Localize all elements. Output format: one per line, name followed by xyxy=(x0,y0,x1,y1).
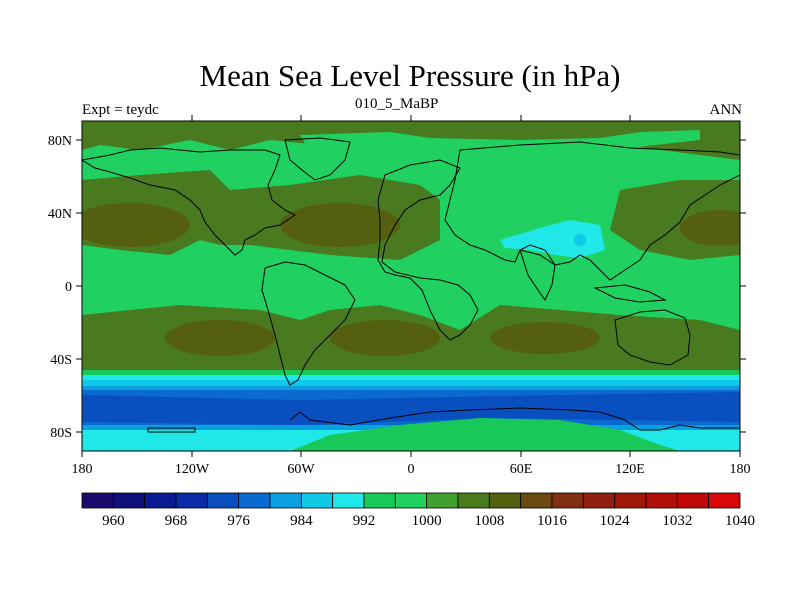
colorbar-swatch xyxy=(457,492,490,509)
coast-greenland xyxy=(284,137,351,181)
field-south-pacific-high xyxy=(165,320,275,356)
coast-indonesia xyxy=(593,284,667,303)
colorbar-labels: 960 968 976 984 992 1000 1008 1016 1024 1032 1040 xyxy=(102,513,755,529)
colorbar-label: 1000 xyxy=(412,513,442,529)
pressure-field xyxy=(82,121,740,451)
field-north-pacific-high xyxy=(82,203,190,247)
colorbar-swatch xyxy=(238,492,271,509)
field-antarctic-high xyxy=(290,418,680,451)
lon-label: 60W xyxy=(287,462,315,477)
coast-australia xyxy=(614,309,691,366)
lat-labels: 80N 40N 0 40S 80S xyxy=(48,134,72,441)
colorbar-swatch xyxy=(708,492,741,509)
colorbar-label: 960 xyxy=(102,513,125,529)
colorbar-swatch xyxy=(676,492,710,509)
colorbar xyxy=(81,492,741,509)
colorbar-swatch xyxy=(582,492,616,509)
colorbar-label: 1032 xyxy=(662,513,692,529)
coast-africa-europe xyxy=(377,159,479,341)
coast-antarctica xyxy=(147,407,740,433)
field-band-996 xyxy=(82,380,740,390)
period-label: 010_5_MaBP xyxy=(355,96,439,112)
colorbar-swatch xyxy=(520,492,553,509)
colorbar-swatch xyxy=(645,492,678,509)
colorbar-label: 1016 xyxy=(537,513,568,529)
colorbar-label: 1024 xyxy=(600,513,631,529)
colorbar-swatch xyxy=(426,492,459,509)
field-asian-low xyxy=(500,220,605,258)
lat-label: 0 xyxy=(65,280,72,295)
colorbar-label: 1008 xyxy=(474,513,504,529)
colorbar-swatch xyxy=(363,492,396,509)
colorbar-label: 1040 xyxy=(725,513,755,529)
field-band-1000 xyxy=(82,375,740,383)
colorbar-swatch xyxy=(175,492,208,509)
coast-asia xyxy=(444,141,740,281)
colorbar-swatch xyxy=(81,492,114,509)
lat-label: 40N xyxy=(48,207,72,222)
colorbar-swatch xyxy=(332,492,365,509)
coast-south-america xyxy=(261,261,356,386)
field-north-atlantic-high xyxy=(280,203,400,247)
colorbar-swatch xyxy=(112,492,146,509)
coast-north-america xyxy=(82,147,296,256)
lon-label: 180 xyxy=(72,462,93,477)
lon-label: 180 xyxy=(730,462,751,477)
colorbar-label: 992 xyxy=(353,513,376,529)
coastlines xyxy=(82,137,740,433)
field-arctic-inner xyxy=(300,130,700,160)
field-south-indian-high xyxy=(490,322,600,354)
field-south-atlantic-high xyxy=(330,320,440,356)
experiment-label: Expt = teydc xyxy=(82,102,159,118)
colorbar-label: 968 xyxy=(165,513,188,529)
field-north-pacific-east-high xyxy=(680,210,740,246)
colorbar-label: 984 xyxy=(290,513,313,529)
field-asian-low-core xyxy=(574,234,586,246)
colorbar-swatch xyxy=(300,492,334,509)
colorbar-swatch xyxy=(614,492,647,509)
colorbar-swatch xyxy=(206,492,240,509)
coast-india xyxy=(519,249,556,301)
lon-label: 120E xyxy=(615,462,645,477)
colorbar-swatch xyxy=(394,492,428,509)
lat-label: 80S xyxy=(50,426,72,441)
colorbar-swatch xyxy=(269,492,302,509)
colorbar-swatch xyxy=(488,492,522,509)
colorbar-label: 976 xyxy=(227,513,250,529)
colorbar-swatch xyxy=(144,492,177,509)
lon-label: 0 xyxy=(408,462,415,477)
map-title: Mean Sea Level Pressure (in hPa) xyxy=(199,58,621,93)
lon-label: 120W xyxy=(175,462,210,477)
lon-labels: 180 120W 60W 0 60E 120E 180 xyxy=(72,462,751,477)
field-circumpolar-trough xyxy=(82,392,740,425)
season-label: ANN xyxy=(709,102,743,118)
colorbar-swatch xyxy=(551,492,584,509)
axis-ticks xyxy=(76,115,746,457)
lat-label: 80N xyxy=(48,134,72,149)
lat-label: 40S xyxy=(50,353,72,368)
lon-label: 60E xyxy=(510,462,533,477)
